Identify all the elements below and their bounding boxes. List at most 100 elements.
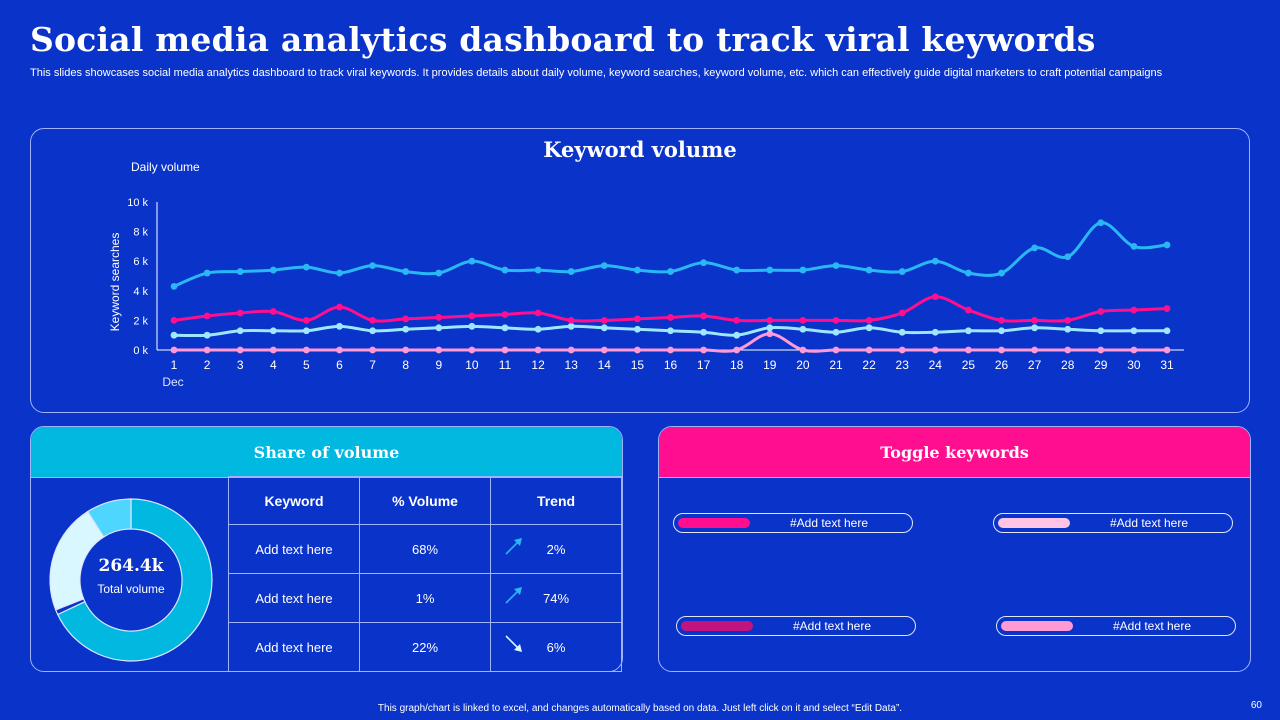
series-1-point	[534, 266, 542, 274]
series-2-point	[1064, 317, 1072, 324]
toggle-keywords-title: Toggle keywords	[659, 427, 1250, 478]
series-1-point	[898, 268, 906, 275]
series-4-point	[303, 346, 310, 354]
series-3-point	[203, 331, 211, 339]
series-2-point	[931, 293, 939, 301]
series-1-point	[203, 269, 211, 277]
series-1-point	[700, 259, 707, 267]
series-3-point	[303, 327, 310, 335]
x-tick-label: 26	[995, 358, 1009, 372]
series-1-point	[865, 266, 873, 274]
series-4-point	[1163, 346, 1171, 354]
series-4-point	[600, 346, 608, 354]
series-3-point	[1130, 327, 1138, 335]
keyword-toggle-1[interactable]: #Add text here	[673, 513, 913, 533]
keyword-toggle-3[interactable]: #Add text here	[676, 616, 916, 636]
series-3-point	[998, 327, 1005, 335]
series-2-point	[534, 309, 542, 317]
series-2-point	[898, 309, 906, 317]
trend-value: 6%	[546, 639, 566, 655]
series-1-point	[170, 282, 178, 290]
column-header-trend: Trend	[490, 476, 622, 525]
x-tick-label: 11	[499, 358, 512, 372]
keyword-toggle-label: #Add text here	[1112, 619, 1192, 633]
series-2-point	[236, 309, 244, 317]
series-2-point	[435, 314, 443, 321]
series-1-point	[1163, 241, 1171, 249]
total-volume-label: Total volume	[97, 582, 165, 596]
column-header-keyword: Keyword	[228, 476, 360, 525]
x-tick-label: 1	[171, 358, 178, 372]
y-tick-label: 2 k	[133, 315, 148, 327]
series-2-point	[766, 317, 774, 324]
series-4-point	[203, 346, 211, 354]
series-4-point	[1031, 346, 1038, 354]
x-tick-label: 4	[270, 358, 277, 372]
series-3-point	[766, 324, 774, 332]
series-4-point	[534, 346, 542, 354]
series-1-point	[832, 262, 840, 270]
series-3-point	[931, 328, 939, 336]
series-1-point	[1031, 244, 1038, 252]
series-4-point	[567, 346, 575, 354]
keyword-toggle-label: #Add text here	[789, 516, 869, 530]
trend-cell: 2%	[490, 524, 622, 574]
series-3-point	[1031, 324, 1038, 332]
series-4-point	[799, 346, 807, 354]
x-tick-label: 19	[763, 358, 777, 372]
x-tick-label: 8	[402, 358, 409, 372]
series-1-point	[799, 266, 807, 274]
series-3-point	[501, 324, 509, 332]
series-4-point	[1097, 346, 1105, 354]
series-2-point	[667, 314, 674, 321]
series-3-point	[170, 331, 178, 339]
series-4-point	[1064, 346, 1072, 354]
trend-cell: 74%	[490, 573, 622, 623]
x-tick-label: 6	[336, 358, 343, 372]
x-tick-label: 30	[1127, 358, 1141, 372]
series-2-point	[700, 312, 707, 320]
table-row: Add text here 22% 6%	[228, 622, 622, 672]
series-3-point	[236, 327, 244, 335]
series-2-point	[336, 303, 343, 311]
keyword-cell: Add text here	[228, 524, 360, 574]
x-tick-label: 13	[565, 358, 579, 372]
series-1-point	[733, 266, 741, 274]
page-number: 60	[1250, 700, 1262, 711]
x-tick-label: 20	[796, 358, 810, 372]
series-3-point	[1064, 325, 1072, 333]
keyword-color-swatch	[678, 518, 750, 528]
series-2-point	[799, 317, 807, 324]
series-3-point	[600, 324, 608, 332]
trend-up-arrow-icon	[505, 538, 522, 555]
y-tick-label: 6 k	[133, 256, 148, 268]
trend-value: 2%	[546, 541, 566, 557]
series-2-point	[567, 317, 575, 324]
keyword-toggle-2[interactable]: #Add text here	[993, 513, 1233, 533]
series-3-point	[733, 331, 741, 339]
x-tick-label: 16	[664, 358, 678, 372]
x-tick-label: 9	[435, 358, 442, 372]
series-3-point	[667, 327, 674, 335]
series-2-point	[600, 317, 608, 324]
x-tick-label: 12	[531, 358, 545, 372]
volume-cell: 68%	[359, 524, 491, 574]
series-3-point	[865, 324, 873, 332]
keyword-volume-title: Keyword volume	[543, 137, 737, 162]
keyword-color-swatch	[1001, 621, 1073, 631]
series-1-point	[998, 269, 1005, 277]
series-3-point	[634, 325, 641, 333]
series-3-point	[1163, 327, 1171, 335]
keyword-toggle-4[interactable]: #Add text here	[996, 616, 1236, 636]
series-4-point	[931, 346, 939, 354]
trend-value: 74%	[542, 590, 570, 606]
series-1-point	[667, 268, 674, 275]
series-4-point	[998, 346, 1005, 354]
x-tick-label: 23	[896, 358, 910, 372]
page-title: Social media analytics dashboard to trac…	[30, 20, 1096, 59]
series-4-point	[1130, 346, 1138, 354]
volume-cell: 1%	[359, 573, 491, 623]
series-1-point	[766, 266, 774, 274]
